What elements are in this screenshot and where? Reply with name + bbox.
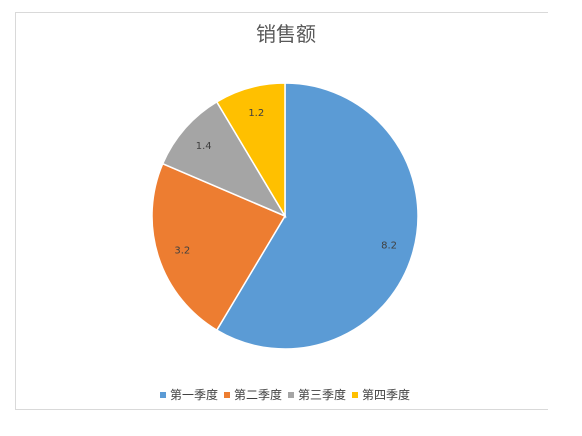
legend-item-q4: 第四季度 [352, 386, 410, 403]
pie-slice-q2 [151, 162, 287, 332]
legend-label-q1: 第一季度 [170, 388, 219, 402]
legend-label-q3: 第三季度 [298, 388, 347, 402]
legend-label-q2: 第二季度 [234, 388, 283, 402]
chart-area-border [15, 12, 548, 410]
legend-label-q4: 第四季度 [362, 388, 411, 402]
data-label-q3: 1.4 [196, 141, 212, 152]
legend-item-q3: 第三季度 [288, 386, 346, 403]
data-label-q2: 3.2 [174, 245, 190, 256]
legend-item-q2: 第二季度 [224, 386, 282, 403]
data-label-q1: 8.2 [381, 241, 397, 252]
chart-title: 销售额 [256, 22, 316, 46]
pie-slices [151, 82, 419, 350]
pie-slice-q3 [161, 100, 287, 218]
legend-item-q1: 第一季度 [160, 386, 218, 403]
legend-swatch-q2 [224, 391, 231, 398]
legend-swatch-q3 [288, 391, 295, 398]
data-label-q4: 1.2 [248, 108, 264, 119]
pie-labels: 8.2 3.2 1.4 1.2 [174, 108, 397, 256]
legend-swatch-q1 [160, 391, 166, 398]
pie-slice-q4 [215, 82, 286, 219]
legend-swatch-q4 [352, 391, 359, 398]
legend: 第一季度 第二季度 第三季度 第四季度 [160, 386, 416, 403]
pie-slice-q1 [215, 82, 419, 350]
